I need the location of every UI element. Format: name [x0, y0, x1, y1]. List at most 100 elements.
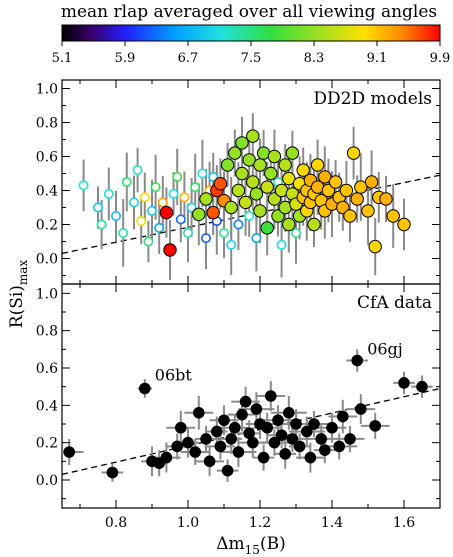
data-point — [235, 166, 249, 181]
data-point — [103, 188, 114, 199]
colorbar-tick-label: 7.5 — [241, 51, 262, 66]
data-point — [182, 436, 194, 449]
data-point — [244, 211, 255, 222]
colorbar-tick-label: 8.3 — [304, 51, 325, 66]
x-axis-label-subscript: 15 — [245, 543, 260, 557]
y-tick-label: 0.8 — [36, 324, 58, 340]
bottom-plot-area: 06bt 06gj — [62, 340, 440, 482]
data-point — [246, 175, 260, 189]
data-point — [261, 421, 274, 434]
data-point — [121, 177, 132, 188]
data-point — [315, 433, 328, 445]
data-point — [139, 192, 150, 203]
data-point — [143, 236, 154, 247]
colorbar — [61, 24, 441, 42]
plot-marks — [62, 349, 440, 482]
data-point — [154, 222, 165, 233]
data-point — [293, 440, 306, 453]
data-point — [283, 407, 295, 419]
data-point — [239, 395, 252, 408]
x-axis-label: Δm15(B) — [216, 534, 285, 557]
data-point — [290, 418, 302, 430]
data-point — [344, 433, 356, 445]
data-point — [219, 228, 230, 239]
data-point — [253, 204, 267, 218]
data-point — [267, 192, 282, 206]
y-tick-label: 0.0 — [36, 473, 58, 489]
data-point — [208, 171, 219, 182]
data-point — [350, 192, 364, 206]
data-point — [150, 182, 161, 193]
x-tick-label: 1.4 — [321, 515, 343, 531]
data-point — [225, 433, 237, 445]
data-point — [243, 427, 255, 440]
data-point — [139, 382, 151, 395]
plot-marks — [62, 113, 440, 280]
data-point — [264, 166, 278, 181]
y-tick-label: 0.6 — [36, 361, 58, 377]
data-point — [268, 436, 281, 449]
data-point — [398, 377, 410, 389]
data-point — [233, 219, 244, 230]
x-tick-label: 0.8 — [105, 515, 127, 531]
data-point — [201, 233, 212, 244]
data-point — [267, 149, 282, 164]
data-point — [282, 171, 296, 186]
y-axis-label: R(Si)max — [7, 260, 30, 329]
data-point — [328, 175, 343, 189]
y-tick-label: 0.2 — [36, 218, 58, 234]
axis-ticks: 0.0 0.2 0.4 0.6 0.8 1.0 0.0 0.2 0.4 0.6 0.8 1.0 0.8 1… — [36, 80, 440, 531]
data-point — [271, 209, 285, 223]
data-point — [228, 146, 242, 160]
data-point — [242, 153, 256, 167]
data-point — [355, 403, 367, 415]
data-point — [251, 233, 262, 244]
y-tick-label: 0.8 — [36, 116, 58, 132]
data-point — [147, 205, 158, 216]
data-point — [246, 129, 260, 143]
data-point — [278, 158, 292, 172]
x-tick-label: 1.2 — [249, 515, 271, 531]
data-point — [172, 171, 183, 182]
colorbar-tick-label: 9.1 — [367, 51, 388, 66]
y-axis-label-subscript: max — [16, 260, 30, 286]
data-point — [200, 433, 212, 445]
data-point — [63, 446, 75, 458]
data-point — [249, 187, 264, 201]
data-point — [379, 192, 393, 206]
data-point — [157, 197, 168, 208]
data-point — [189, 446, 201, 458]
data-point — [337, 410, 349, 423]
data-point — [96, 219, 107, 230]
data-point — [218, 414, 230, 427]
data-point — [132, 165, 143, 176]
data-point — [416, 380, 428, 393]
data-point — [397, 217, 411, 232]
data-point — [279, 448, 292, 460]
data-point — [286, 433, 299, 445]
data-point — [260, 221, 274, 235]
data-point — [368, 239, 382, 254]
data-point — [321, 183, 336, 198]
data-point — [136, 216, 147, 227]
colorbar-tick-label: 6.7 — [178, 51, 199, 66]
data-point — [364, 175, 379, 189]
data-point — [260, 180, 274, 194]
data-point — [199, 192, 213, 206]
data-point — [171, 440, 183, 453]
data-point — [326, 421, 338, 434]
data-point — [129, 197, 140, 208]
data-point — [307, 217, 321, 232]
bottom-panel-label: CfA data — [357, 293, 432, 313]
data-point — [310, 158, 325, 172]
data-point — [226, 239, 237, 250]
y-tick-label: 0.6 — [36, 150, 58, 166]
data-point — [206, 205, 220, 220]
data-point — [163, 243, 177, 257]
data-point — [78, 180, 89, 191]
data-point — [221, 464, 234, 477]
data-point — [93, 202, 104, 213]
data-point — [257, 451, 270, 464]
data-point — [231, 183, 246, 198]
data-point — [197, 168, 208, 179]
